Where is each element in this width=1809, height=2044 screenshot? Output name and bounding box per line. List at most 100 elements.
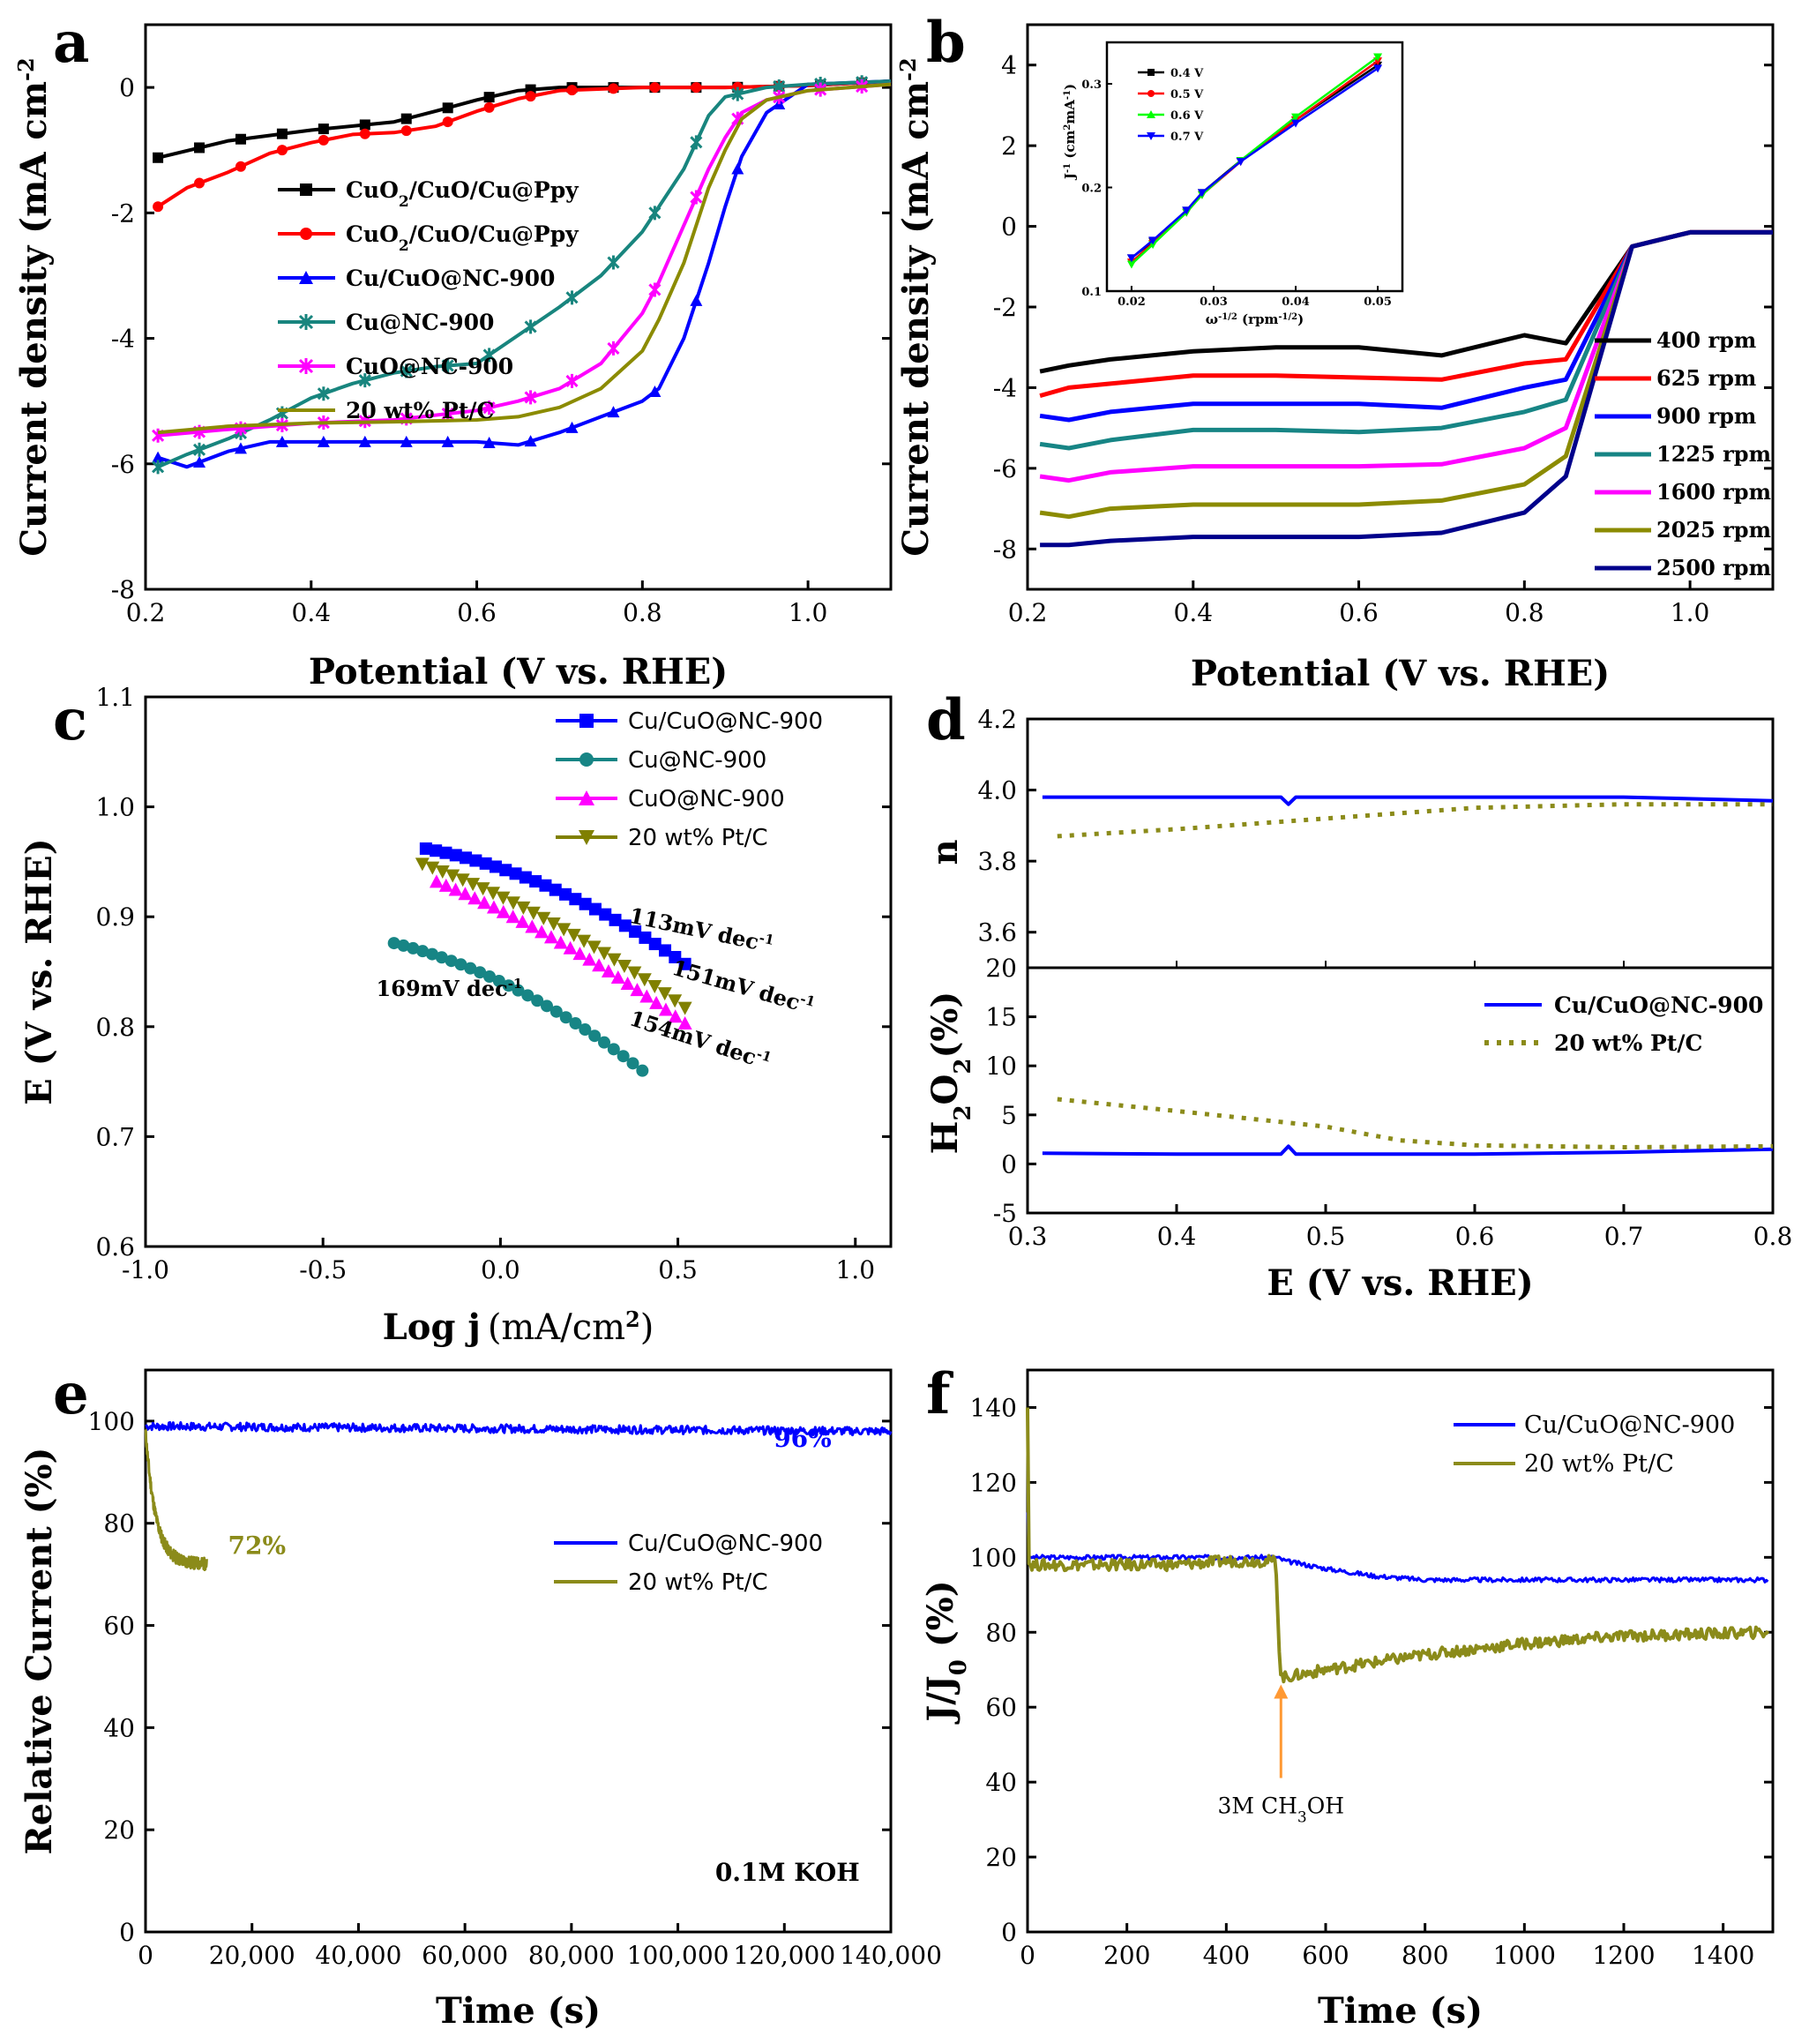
text-span: -2 — [895, 57, 921, 81]
series-marker — [445, 955, 458, 968]
series-marker — [505, 910, 520, 924]
inset-marker — [1291, 113, 1301, 122]
series-marker — [419, 842, 432, 855]
series-marker — [496, 891, 511, 905]
y-tick-label: 2 — [1001, 131, 1017, 161]
inset-marker — [1148, 236, 1158, 245]
text-span: -1 — [758, 930, 775, 948]
series-marker — [539, 879, 552, 892]
text-span: (%) — [920, 1580, 961, 1659]
series-marker — [549, 1005, 563, 1018]
x-tick-label: 200 — [1103, 1941, 1150, 1970]
series-marker — [483, 92, 495, 103]
y-axis-label: Current density (mA cm-2 — [895, 57, 938, 556]
methanol-annotation: 3M CH3OH — [1218, 1684, 1344, 1826]
inset-legend: 0.4 V 0.5 V 0.6 V 0.7 V — [1138, 67, 1204, 144]
series-marker — [194, 177, 206, 189]
series-marker — [194, 142, 206, 153]
legend-e: Cu/CuO@NC-900 20 wt% Pt/C — [554, 1531, 823, 1596]
series-marker — [435, 951, 448, 964]
value-annotation: 0.1M KOH — [715, 1858, 860, 1887]
series-marker — [441, 407, 454, 422]
series-marker — [648, 282, 662, 297]
series-marker — [648, 206, 662, 221]
text-span: /CuO/Cu@Ppy — [409, 221, 579, 247]
legend-label: 20 wt% Pt/C — [1524, 1450, 1674, 1478]
series-marker — [579, 1023, 592, 1037]
text-span: Relative Current (%) — [19, 1448, 60, 1855]
text-span: (mA/cm — [488, 1307, 625, 1348]
text-span: 154mV dec — [626, 1005, 759, 1070]
legend-label: 20 wt% Pt/C — [628, 1569, 768, 1596]
text-span: (cm — [1062, 130, 1078, 162]
series-marker — [486, 887, 501, 901]
series-marker — [275, 435, 288, 447]
legend-label: 1225 rpm — [1656, 441, 1771, 467]
series-marker — [152, 460, 165, 475]
series-marker — [519, 871, 532, 884]
panel-label: e — [53, 1361, 89, 1427]
inset-marker — [1126, 260, 1136, 269]
series-a-4 — [152, 79, 892, 443]
legend-marker — [298, 358, 314, 374]
x-tick-label: 0.0 — [481, 1255, 520, 1284]
series-marker — [387, 937, 400, 950]
series-n-0 — [1042, 795, 1774, 806]
text-span: CuO — [346, 177, 399, 203]
series-marker — [416, 945, 430, 958]
series-marker — [731, 162, 744, 175]
y-tick-label: 120 — [970, 1468, 1017, 1497]
x-tick-label: 0.6 — [1339, 598, 1379, 627]
series-marker — [588, 1029, 602, 1043]
x-tick-label: 1400 — [1692, 1941, 1754, 1970]
series-marker — [546, 917, 561, 931]
series-marker — [557, 923, 572, 937]
plot-frame — [1026, 717, 1775, 1215]
series-n-1 — [1057, 802, 1773, 839]
series-marker — [429, 874, 444, 888]
series-marker — [477, 895, 492, 910]
series-marker — [608, 83, 619, 94]
y-tick-label: 20 — [985, 954, 1017, 983]
x-tick-label: 1200 — [1592, 1941, 1655, 1970]
x-tick-label: 0 — [1020, 1941, 1035, 1970]
series-marker — [499, 864, 512, 877]
series-marker — [359, 119, 370, 131]
series-marker — [566, 928, 581, 942]
series-marker — [397, 939, 410, 952]
series-marker — [526, 906, 541, 920]
inset-y-tick-label: 0.3 — [1081, 79, 1102, 92]
series-marker — [543, 930, 558, 944]
legend-label: 20 wt% Pt/C — [346, 398, 494, 423]
series-marker — [442, 102, 453, 114]
series-marker — [460, 851, 473, 865]
y-axis-label-n: n — [924, 839, 966, 865]
text-span: Log j — [383, 1307, 481, 1348]
series-marker — [649, 82, 661, 94]
panel-b: 0.2 0.4 0.6 0.8 1.0 -8 -6 -4 -2 0 2 4 400 rpm 625 rpm… — [895, 10, 1775, 694]
series-c-1 — [387, 937, 649, 1077]
text-span: -1 — [755, 1046, 774, 1066]
series-marker — [466, 878, 481, 892]
panel-label: f — [926, 1361, 953, 1427]
value-annotation: 72% — [228, 1531, 287, 1560]
y-tick-label: -8 — [993, 535, 1017, 564]
series-marker — [630, 983, 645, 997]
x-tick-label: 120,000 — [733, 1941, 835, 1970]
x-axis-label: Potential (V vs. RHE) — [1191, 653, 1610, 694]
inset-y-label: J-1 (cm2mA-1) — [1062, 84, 1078, 181]
series-marker — [668, 994, 683, 1008]
legend-d: Cu/CuO@NC-900 20 wt% Pt/C — [1484, 992, 1763, 1056]
series-marker — [678, 957, 691, 970]
text-span: n — [924, 839, 966, 865]
y-tick-label: 0.7 — [95, 1122, 135, 1151]
series-marker — [690, 294, 703, 306]
series-marker — [482, 436, 496, 448]
text-span: ω — [1206, 311, 1218, 327]
legend-label: 625 rpm — [1656, 365, 1756, 391]
text-span: -1/2 — [1218, 312, 1237, 322]
plot-frame — [144, 23, 893, 591]
legend-marker — [300, 183, 312, 196]
series-marker — [152, 451, 165, 463]
series-marker — [317, 435, 330, 447]
